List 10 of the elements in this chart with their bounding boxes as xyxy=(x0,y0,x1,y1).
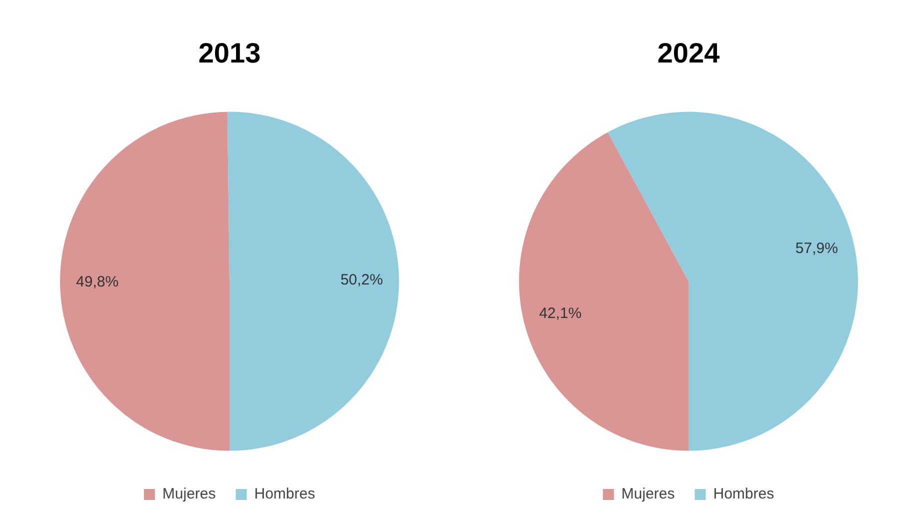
legend-label: Hombres xyxy=(713,486,774,503)
legend-label: Mujeres xyxy=(162,486,216,503)
legend-label: Mujeres xyxy=(621,486,675,503)
data-label: 50,2% xyxy=(340,272,383,289)
data-label: 57,9% xyxy=(795,240,838,257)
chart-title: 2024 xyxy=(657,38,720,69)
data-label: 49,8% xyxy=(76,273,119,290)
legend-label: Hombres xyxy=(254,486,316,503)
data-label: 42,1% xyxy=(539,304,582,322)
chart-title: 2013 xyxy=(198,38,261,69)
